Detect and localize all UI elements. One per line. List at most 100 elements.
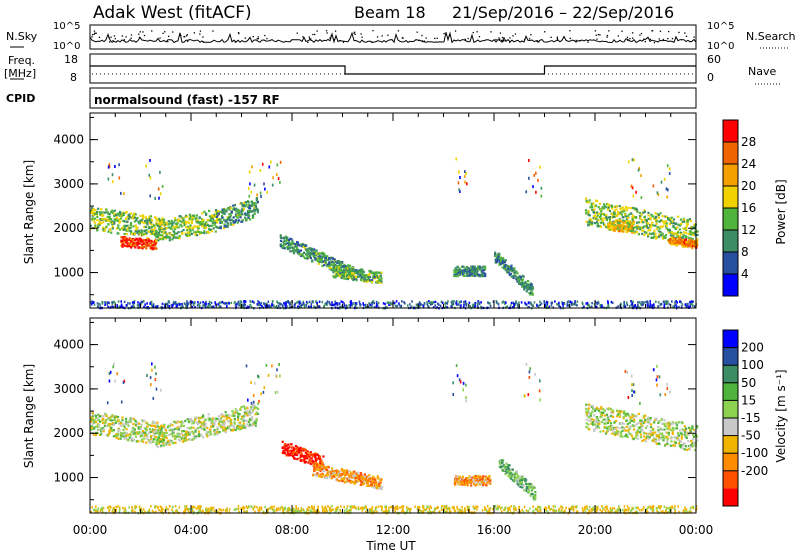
data-cell: [617, 226, 620, 229]
data-cell: [667, 228, 670, 231]
data-cell: [589, 223, 592, 226]
data-cell: [380, 280, 383, 283]
data-cell: [659, 212, 662, 215]
data-cell: [128, 215, 131, 218]
nsearch-label: N.Search: [746, 30, 796, 43]
data-cell: [140, 438, 144, 441]
data-cell: [658, 227, 661, 230]
data-cell: [126, 220, 129, 223]
data-cell: [195, 421, 198, 424]
data-cell: [122, 422, 125, 425]
data-cell: [157, 233, 160, 237]
ground-scatter-cell: [253, 301, 255, 304]
data-cell: [132, 432, 135, 436]
data-cell: [255, 406, 258, 409]
data-cell: [353, 470, 356, 473]
data-cell: [199, 222, 202, 225]
data-cell: [202, 223, 205, 226]
nsearch-point: [342, 41, 345, 43]
data-cell: [134, 213, 137, 216]
sparse-cell: [466, 182, 468, 186]
data-cell: [104, 421, 107, 424]
data-cell: [682, 234, 685, 237]
nsearch-point: [114, 38, 116, 40]
data-cell: [484, 272, 487, 275]
data-cell: [335, 273, 338, 276]
data-cell: [145, 433, 148, 437]
ground-scatter-cell: [586, 303, 589, 307]
data-cell: [613, 229, 616, 232]
data-cell: [101, 218, 104, 221]
ground-scatter-cell: [111, 302, 114, 305]
data-cell: [183, 224, 186, 227]
data-cell: [628, 227, 631, 230]
data-cell: [234, 408, 237, 411]
data-cell: [674, 227, 678, 231]
data-cell: [371, 279, 374, 282]
ground-scatter-cell: [502, 300, 504, 303]
ground-scatter-cell: [152, 303, 155, 306]
data-cell: [322, 255, 325, 258]
radar-title: Adak West (fitACF): [93, 3, 252, 23]
ground-scatter-cell: [258, 303, 260, 306]
data-cell: [591, 222, 594, 225]
data-cell: [685, 238, 688, 241]
data-cell: [471, 272, 474, 275]
data-cell: [657, 230, 660, 233]
data-cell: [291, 453, 294, 456]
data-cell: [105, 211, 108, 214]
ground-scatter-cell: [277, 304, 280, 308]
ground-scatter-cell: [198, 304, 201, 307]
data-cell: [631, 218, 634, 221]
data-cell: [598, 202, 602, 205]
data-cell: [289, 244, 292, 247]
nsearch-point: [606, 36, 608, 38]
data-cell: [112, 423, 115, 426]
ground-scatter-cell: [235, 303, 238, 306]
data-cell: [239, 423, 242, 426]
nsearch-point: [316, 30, 318, 32]
data-cell: [136, 244, 139, 247]
data-cell: [671, 242, 674, 245]
data-cell: [515, 271, 518, 274]
ground-scatter-cell: [187, 302, 189, 305]
data-cell: [187, 438, 191, 441]
data-cell: [226, 221, 229, 224]
data-cell: [121, 416, 124, 419]
ground-scatter-cell: [651, 304, 653, 307]
data-cell: [182, 218, 185, 222]
data-cell: [146, 219, 149, 222]
ground-scatter-cell: [660, 302, 663, 306]
data-cell: [192, 226, 195, 230]
data-cell: [307, 451, 310, 454]
data-cell: [333, 473, 336, 477]
data-cell: [226, 223, 229, 226]
data-cell: [154, 244, 157, 247]
ground-scatter-cell: [628, 305, 631, 308]
ground-scatter-cell: [463, 300, 465, 304]
ground-scatter-cell: [375, 300, 378, 304]
data-cell: [243, 412, 247, 415]
data-cell: [227, 420, 230, 423]
data-cell: [282, 451, 285, 455]
data-cell: [180, 432, 183, 435]
nsearch-point: [530, 34, 532, 36]
data-cell: [197, 227, 200, 230]
data-cell: [143, 437, 146, 440]
ground-scatter-cell: [242, 303, 245, 307]
data-cell: [286, 451, 289, 454]
nsearch-point: [550, 36, 552, 38]
data-cell: [610, 228, 613, 231]
data-cell: [370, 480, 373, 483]
data-cell: [648, 229, 652, 232]
data-cell: [224, 411, 227, 414]
nsearch-point: [569, 37, 571, 39]
ground-scatter-cell: [265, 302, 268, 305]
data-cell: [623, 209, 626, 212]
data-cell: [294, 452, 297, 455]
data-cell: [140, 434, 144, 438]
ground-scatter-cell: [116, 304, 118, 307]
sparse-cell: [111, 180, 114, 184]
data-cell: [346, 471, 349, 474]
data-cell: [251, 203, 255, 206]
